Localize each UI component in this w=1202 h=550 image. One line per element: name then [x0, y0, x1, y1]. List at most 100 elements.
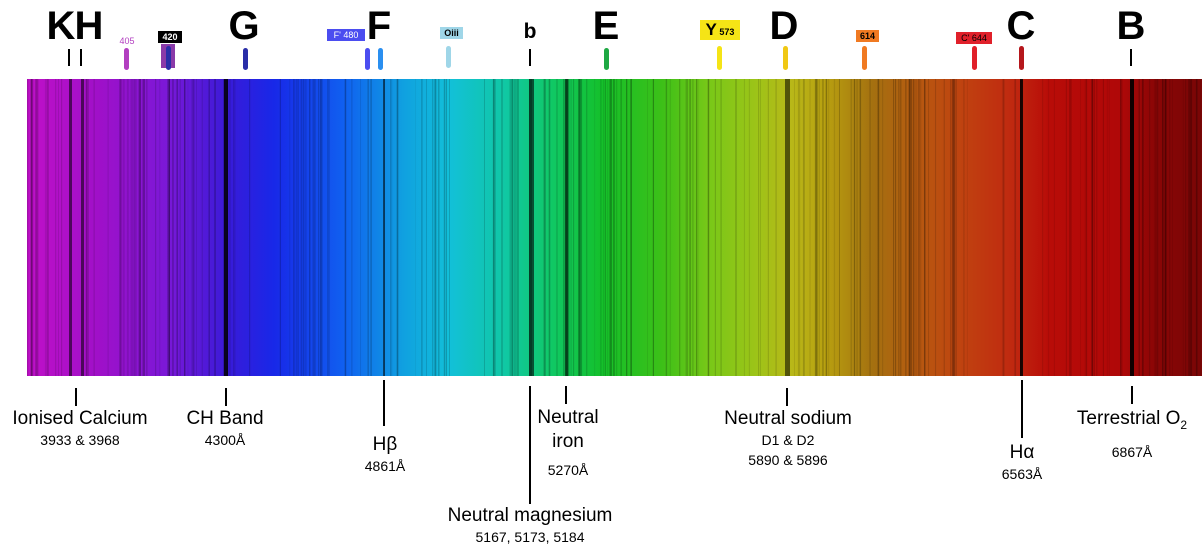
absorption-line-faint — [438, 79, 440, 376]
absorption-line-faint — [882, 79, 884, 376]
letter-H: H — [74, 4, 104, 48]
absorption-line-faint — [396, 79, 399, 376]
absorption-line-faint — [492, 79, 495, 376]
absorption-line-faint — [293, 79, 295, 376]
absorption-lines — [27, 79, 1201, 376]
absorption-line-faint — [696, 79, 697, 376]
spectrum-gradient — [27, 79, 1202, 376]
absorption-line-faint — [918, 79, 920, 376]
absorption-line-faint — [172, 79, 174, 376]
absorption-line-faint — [44, 79, 47, 376]
absorption-line-faint — [55, 79, 57, 376]
filter-marker-Y573 — [717, 46, 722, 70]
absorption-line-faint — [963, 79, 965, 376]
absorption-line-faint — [133, 79, 135, 376]
absorption-line-faint — [916, 79, 918, 376]
absorption-line-faint — [201, 79, 203, 376]
absorption-line-faint — [775, 79, 777, 376]
absorption-line-faint — [107, 79, 109, 376]
absorption-line-faint — [138, 79, 140, 376]
absorption-line-faint — [351, 79, 353, 376]
absorption-line-faint — [696, 79, 698, 376]
absorption-line-faint — [626, 79, 628, 376]
absorption-line-faint — [415, 79, 416, 376]
absorption-line-faint — [799, 79, 801, 376]
tick-K — [68, 49, 70, 66]
absorption-line-faint — [167, 79, 168, 376]
absorption-line-faint — [935, 79, 937, 376]
absorption-line-faint — [1172, 79, 1173, 376]
label-terrestrial-o2-subscript: 2 — [1180, 417, 1188, 432]
absorption-line-faint — [920, 79, 922, 376]
absorption-line-faint — [915, 79, 917, 376]
filter-tag-Y-letter: Y — [705, 20, 717, 39]
label-ch-band: CH Band — [186, 408, 264, 429]
absorption-line-faint — [1143, 79, 1144, 376]
absorption-line-faint — [818, 79, 820, 376]
absorption-line-faint — [1047, 79, 1050, 376]
label-neutral-sodium: Neutral sodium — [724, 408, 852, 429]
filter-tag-C644: C' 644 — [956, 32, 992, 44]
filter-marker-614 — [862, 46, 867, 70]
absorption-line-faint — [626, 79, 628, 376]
label-ionised-calcium: Ionised Calcium — [12, 408, 148, 429]
absorption-line-faint — [289, 79, 291, 376]
absorption-line-faint — [126, 79, 128, 376]
absorption-line-faint — [912, 79, 915, 376]
absorption-line-faint — [214, 79, 216, 376]
letter-b: b — [523, 20, 537, 43]
absorption-line-faint — [297, 79, 299, 376]
absorption-line-faint — [196, 79, 197, 376]
label-neutral-iron-1: Neutral — [537, 407, 599, 428]
absorption-line-faint — [839, 79, 840, 376]
absorption-line-faint — [825, 79, 828, 376]
absorption-line-faint — [610, 79, 612, 376]
absorption-line-faint — [321, 79, 323, 376]
absorption-line-faint — [720, 79, 722, 376]
absorption-line-faint — [46, 79, 49, 376]
absorption-line-faint — [132, 79, 133, 376]
absorption-line-faint — [924, 79, 926, 376]
absorption-line-faint — [822, 79, 824, 376]
absorption-line-strong — [529, 79, 532, 376]
value-terrestrial-o2: 6867Å — [1111, 444, 1153, 460]
absorption-line-faint — [760, 79, 761, 376]
absorption-line-faint — [249, 79, 251, 376]
absorption-line-faint — [208, 79, 210, 376]
absorption-line-faint — [367, 79, 369, 376]
absorption-line-faint — [543, 79, 545, 376]
absorption-line-faint — [620, 79, 622, 376]
absorption-line-faint — [176, 79, 178, 376]
absorption-line-faint — [809, 79, 811, 376]
absorption-line-faint — [391, 79, 393, 376]
absorption-line-faint — [1080, 79, 1081, 376]
absorption-line-faint — [58, 79, 59, 376]
absorption-line-faint — [229, 79, 231, 376]
absorption-line-faint — [1002, 79, 1004, 376]
filter-marker-D — [783, 46, 788, 70]
absorption-line-faint — [515, 79, 517, 376]
absorption-line-faint — [685, 79, 687, 376]
absorption-line-faint — [570, 79, 572, 376]
absorption-line-faint — [833, 79, 836, 376]
absorption-line-faint — [953, 79, 956, 376]
absorption-line-faint — [119, 79, 121, 376]
filter-tag-Oiii: Oiii — [440, 27, 463, 39]
absorption-line-faint — [300, 79, 303, 376]
absorption-line-faint — [568, 79, 570, 376]
absorption-line-faint — [360, 79, 361, 376]
absorption-line-faint — [223, 79, 224, 376]
label-h-alpha: Hα — [1009, 442, 1035, 463]
absorption-line-strong — [383, 79, 385, 376]
absorption-line-faint — [1164, 79, 1167, 376]
absorption-line-faint — [714, 79, 716, 376]
absorption-line-faint — [344, 79, 347, 376]
absorption-line-faint — [603, 79, 605, 376]
absorption-line-faint — [312, 79, 313, 376]
letter-C: C — [1006, 4, 1036, 48]
filter-tag-Y-number: 573 — [719, 27, 735, 37]
absorption-line-faint — [234, 79, 236, 376]
absorption-line-faint — [320, 79, 322, 376]
absorption-line-faint — [1149, 79, 1151, 376]
absorption-line-faint — [184, 79, 186, 376]
